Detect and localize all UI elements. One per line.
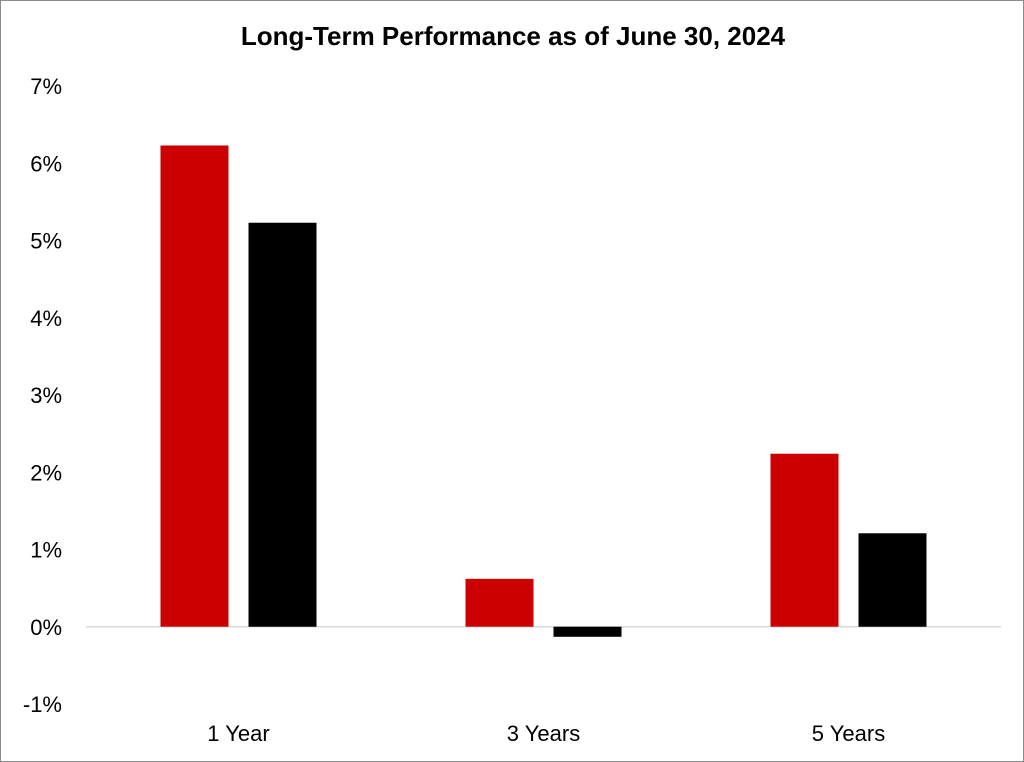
bar-3-years-series-2 bbox=[553, 626, 622, 637]
x-tick-label: 5 Years bbox=[812, 721, 885, 746]
bar-1-year-series-1 bbox=[160, 145, 229, 627]
y-tick-label: 2% bbox=[30, 460, 62, 485]
y-tick-label: 5% bbox=[30, 229, 62, 254]
y-tick-label: -1% bbox=[23, 692, 62, 717]
bar-5-years-series-1 bbox=[770, 453, 839, 627]
x-tick-label: 1 Year bbox=[207, 721, 269, 746]
y-axis-ticks: -1% 0% 1% 2% 3% 4% 5% 6% 7% bbox=[23, 74, 62, 717]
bar-5-years-series-2 bbox=[858, 533, 927, 627]
y-tick-label: 6% bbox=[30, 151, 62, 176]
y-tick-label: 7% bbox=[30, 74, 62, 99]
y-tick-label: 3% bbox=[30, 383, 62, 408]
x-tick-label: 3 Years bbox=[507, 721, 580, 746]
y-tick-label: 1% bbox=[30, 538, 62, 563]
bar-1-year-series-2 bbox=[248, 222, 317, 627]
x-axis-ticks: 1 Year 3 Years 5 Years bbox=[207, 721, 885, 746]
chart-title: Long-Term Performance as of June 30, 202… bbox=[240, 21, 786, 51]
y-tick-label: 4% bbox=[30, 306, 62, 331]
bar-3-years-series-1 bbox=[465, 578, 534, 627]
y-tick-label: 0% bbox=[30, 615, 62, 640]
bars bbox=[160, 145, 927, 637]
